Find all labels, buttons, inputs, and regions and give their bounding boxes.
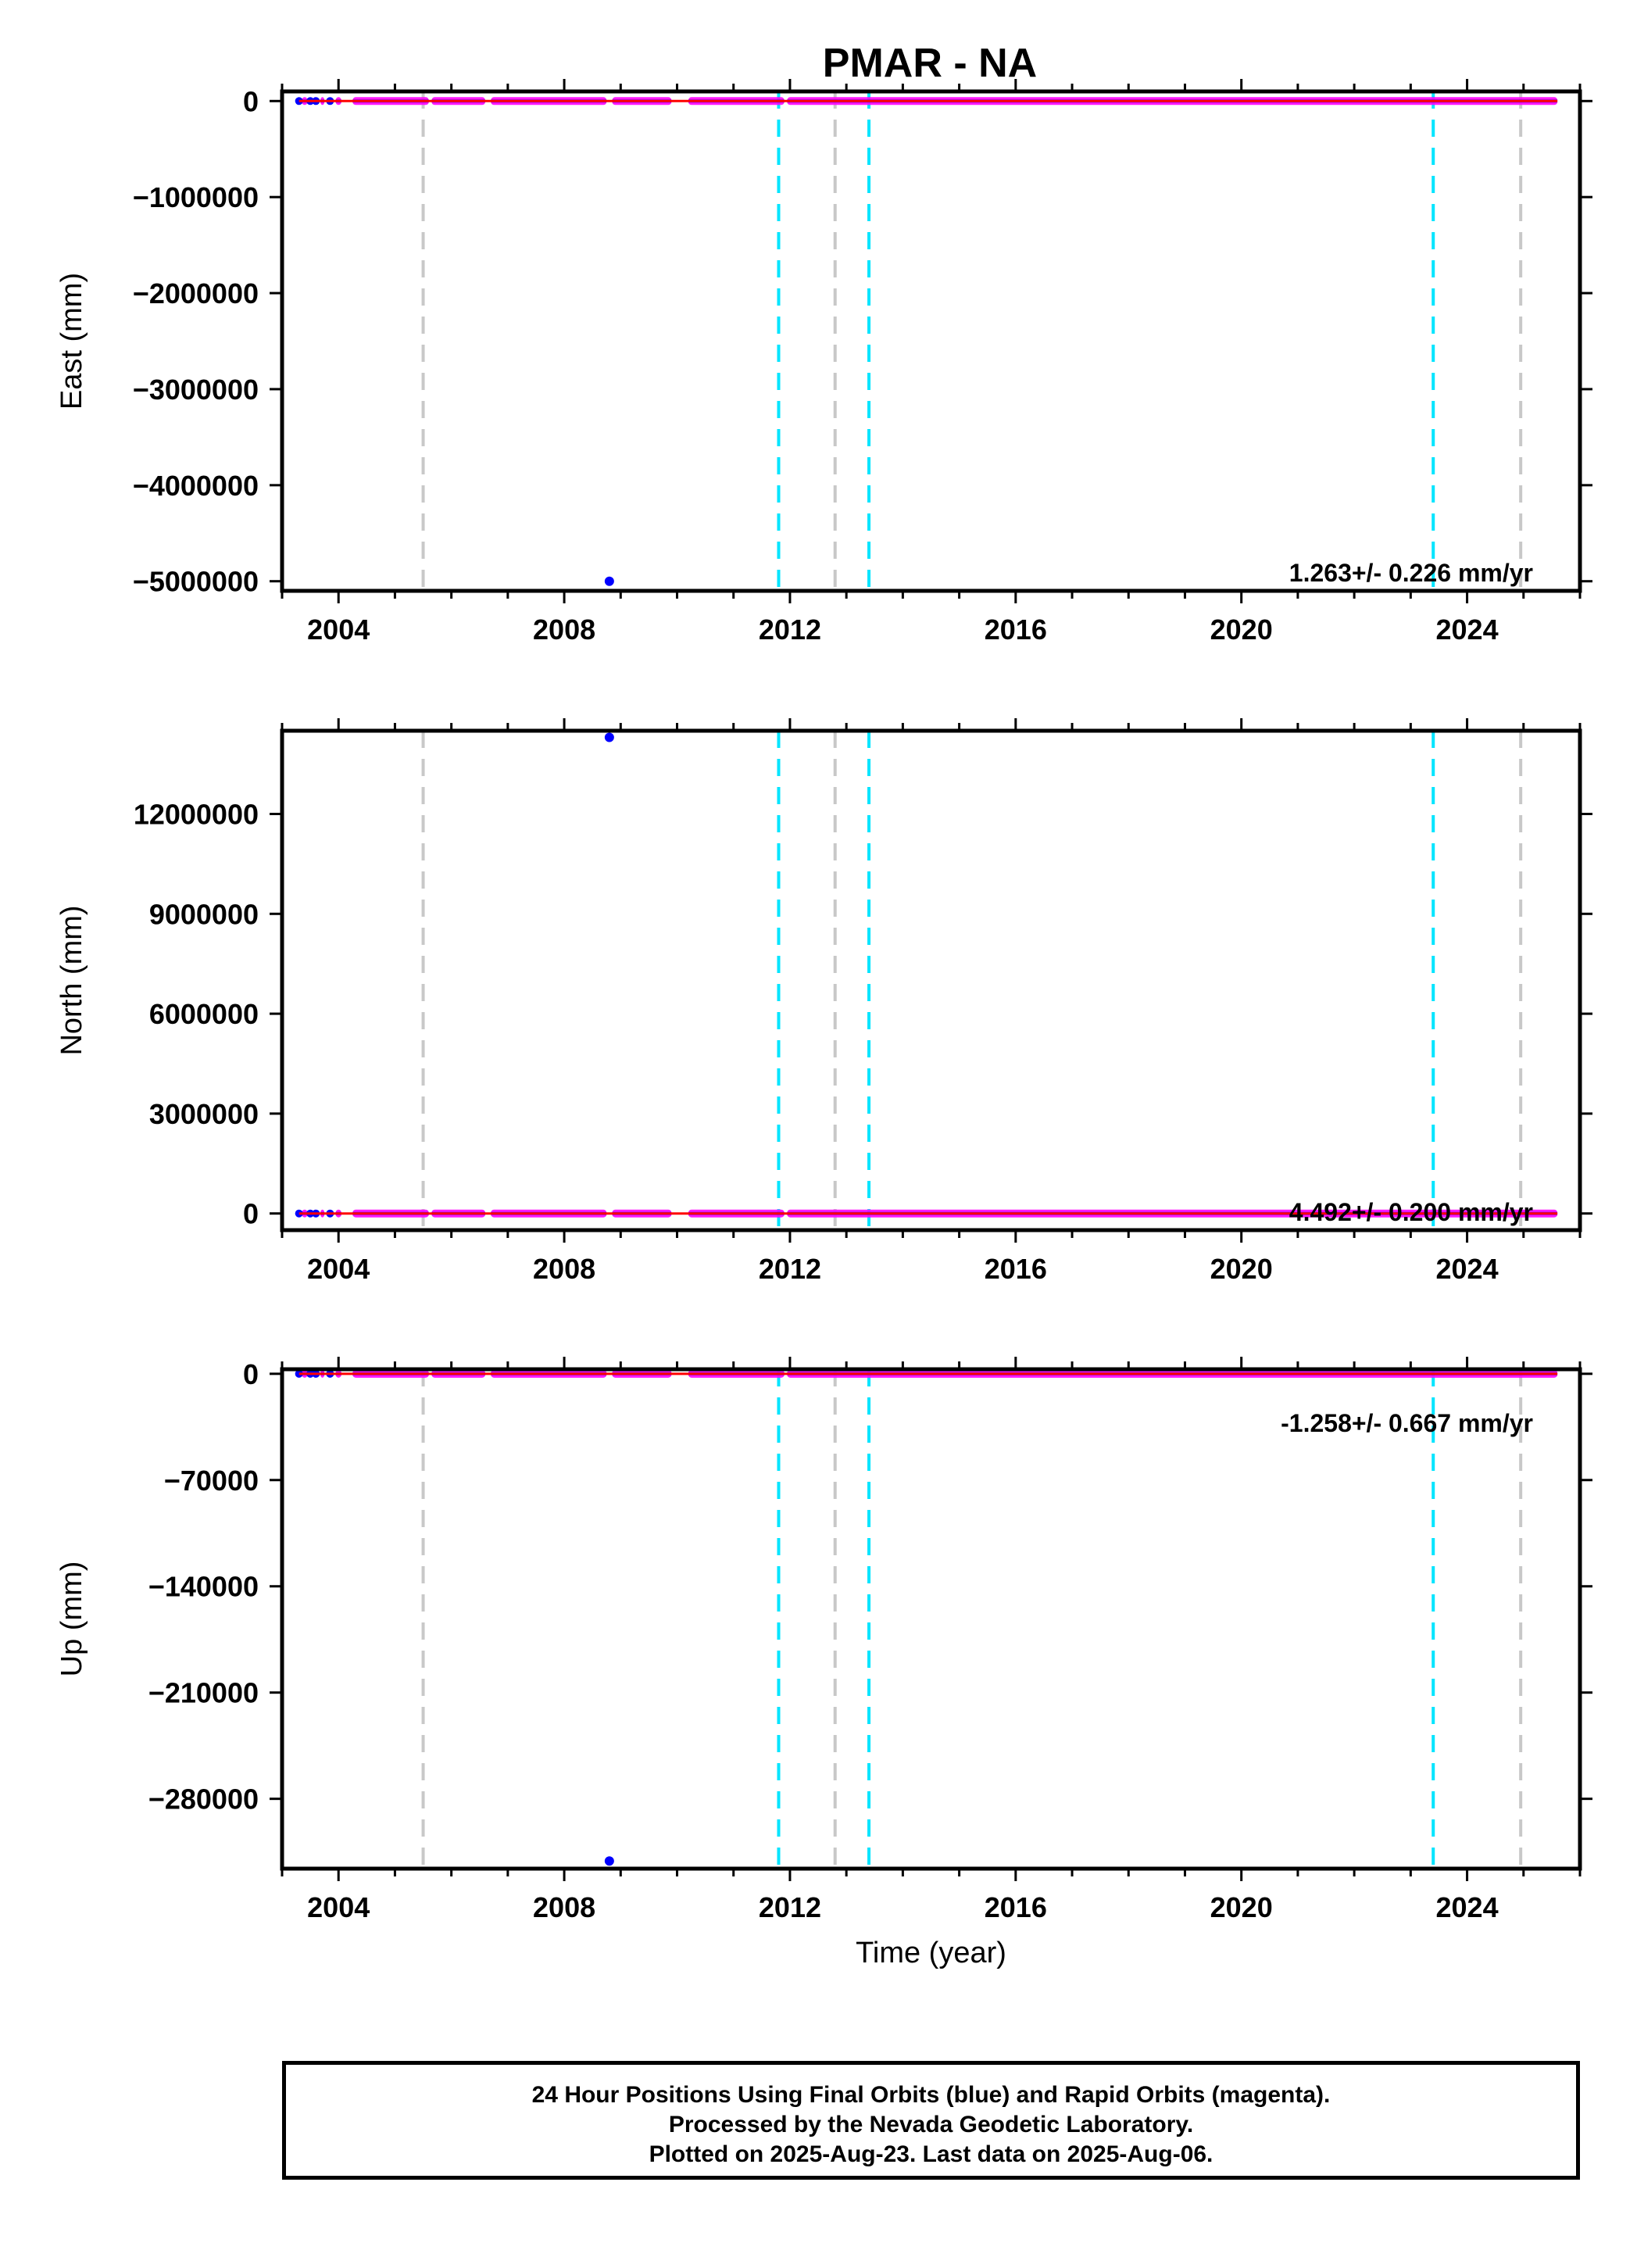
y-tick-label: 0 [243,1198,259,1230]
outlier-point [604,1856,614,1866]
y-tick-label: −140000 [148,1571,259,1603]
y-tick-label: −280000 [148,1783,259,1815]
x-tick-label: 2020 [1210,1253,1273,1285]
y-tick-label: −3000000 [133,374,259,406]
x-tick-label: 2016 [985,1253,1047,1285]
plot-frame [280,89,1582,593]
y-tick-label: 6000000 [149,998,259,1030]
outlier-point [604,576,614,586]
plot-frame [280,728,1582,1232]
x-tick-label: 2008 [533,1253,595,1285]
y-tick-label: 3000000 [149,1098,259,1130]
y-axis-label: North (mm) [55,905,88,1055]
x-axis-label: Time (year) [856,1937,1006,1969]
x-tick-label: 2012 [759,1253,821,1285]
velocity-rate-label: 1.263+/- 0.226 mm/yr [1289,559,1533,587]
caption-box: 24 Hour Positions Using Final Orbits (bl… [282,2061,1580,2180]
x-tick-label: 2016 [985,1891,1047,1923]
y-tick-label: 0 [243,1358,259,1390]
outlier-point [604,732,614,742]
x-tick-label: 2024 [1436,614,1499,646]
caption-line-3: Plotted on 2025-Aug-23. Last data on 202… [649,2141,1213,2167]
x-tick-label: 2024 [1436,1253,1499,1285]
y-tick-label: 9000000 [149,898,259,930]
y-axis-label: East (mm) [55,273,88,410]
x-tick-label: 2020 [1210,614,1273,646]
y-tick-label: 0 [243,85,259,117]
panel-east: 0 −1000000 −2000000 −3000000 −4000000 −500000… [55,79,1592,646]
caption-line-2: Processed by the Nevada Geodetic Laborat… [668,2112,1194,2137]
x-tick-label: 2012 [759,1891,821,1923]
x-tick-label: 2004 [307,1253,370,1285]
panel-up: 0 −70000 −140000 −210000 −280000 2004 2008 2012… [55,1357,1592,1969]
x-tick-label: 2004 [307,1891,370,1923]
velocity-rate-label: 4.492+/- 0.200 mm/yr [1289,1198,1533,1226]
caption-line-1: 24 Hour Positions Using Final Orbits (bl… [531,2082,1331,2108]
x-tick-label: 2016 [985,614,1047,646]
y-axis-label: Up (mm) [55,1561,88,1677]
y-tick-label: −5000000 [133,566,259,598]
chart-title: PMAR - NA [823,41,1037,86]
velocity-rate-label: -1.258+/- 0.667 mm/yr [1281,1409,1533,1437]
plot-frame [280,1367,1582,1871]
panel-north: 0 3000000 6000000 9000000 12000000 2004 2008 20… [55,718,1592,1285]
x-tick-label: 2024 [1436,1891,1499,1923]
y-tick-label: −210000 [148,1677,259,1709]
y-tick-label: −2000000 [133,277,259,309]
x-tick-label: 2004 [307,614,370,646]
x-tick-label: 2008 [533,1891,595,1923]
x-tick-label: 2012 [759,614,821,646]
y-tick-label: −1000000 [133,181,259,213]
y-tick-label: −70000 [164,1465,259,1497]
panels-group: 0 −1000000 −2000000 −3000000 −4000000 −500000… [55,79,1592,1969]
y-tick-label: 12000000 [134,799,259,831]
y-tick-label: −4000000 [133,470,259,502]
x-tick-label: 2008 [533,614,595,646]
x-tick-label: 2020 [1210,1891,1273,1923]
